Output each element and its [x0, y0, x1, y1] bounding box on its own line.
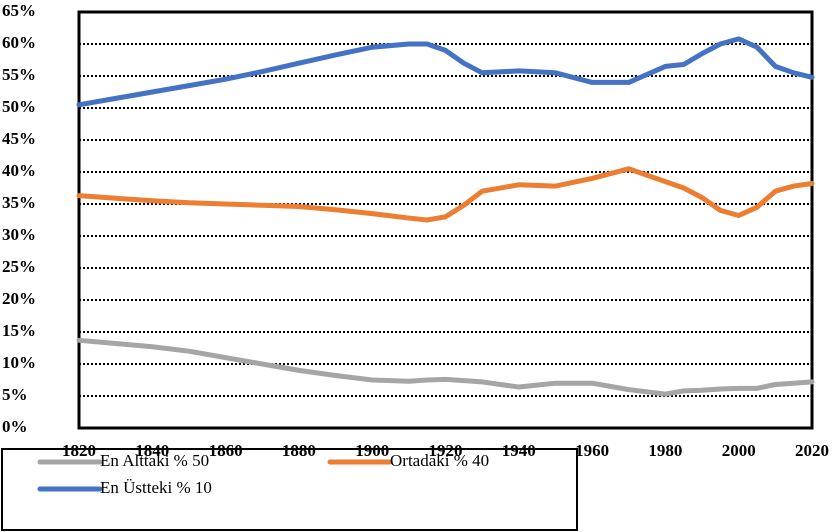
x-tick-label: 1820 — [62, 441, 96, 460]
y-tick-label: 65% — [2, 1, 36, 20]
series-line — [76, 166, 815, 223]
y-tick-label: 45% — [2, 129, 36, 148]
legend-label: En Alttaki % 50 — [100, 451, 209, 470]
plot-border — [77, 10, 814, 430]
x-tick-label: 1920 — [429, 441, 463, 460]
x-tick-label: 1960 — [575, 441, 609, 460]
x-tick-label: 2000 — [722, 441, 756, 460]
x-tick-label: 2020 — [795, 441, 829, 460]
x-tick-label: 1940 — [502, 441, 536, 460]
x-tick-label: 1860 — [209, 441, 243, 460]
y-tick-label: 10% — [2, 353, 36, 372]
y-tick-label: 55% — [2, 65, 36, 84]
series-line — [76, 337, 815, 397]
legend-label: Ortadaki % 40 — [390, 451, 489, 470]
x-tick-label: 1840 — [135, 441, 169, 460]
y-tick-label: 50% — [2, 97, 36, 116]
y-tick-label: 60% — [2, 33, 36, 52]
x-tick-label: 1980 — [648, 441, 682, 460]
y-tick-label: 5% — [2, 385, 28, 404]
legend-box — [1, 448, 578, 531]
x-tick-label: 1880 — [282, 441, 316, 460]
y-tick-label: 0% — [2, 417, 28, 436]
y-tick-label: 15% — [2, 321, 36, 340]
y-tick-label: 20% — [2, 289, 36, 308]
x-tick-label: 1900 — [355, 441, 389, 460]
y-tick-label: 40% — [2, 161, 36, 180]
y-tick-label: 30% — [2, 225, 36, 244]
legend-label: En Üstteki % 10 — [100, 478, 212, 497]
series-line — [76, 36, 815, 108]
y-tick-label: 35% — [2, 193, 36, 212]
y-tick-label: 25% — [2, 257, 36, 276]
